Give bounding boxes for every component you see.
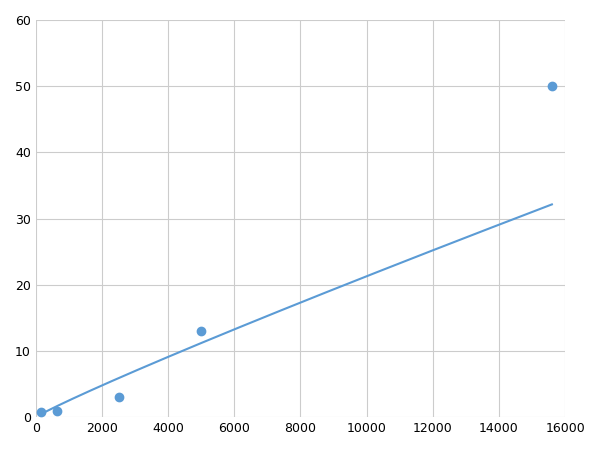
Point xyxy=(114,394,124,401)
Point xyxy=(52,407,61,414)
Point xyxy=(36,408,46,415)
Point xyxy=(196,328,206,335)
Point xyxy=(547,83,557,90)
